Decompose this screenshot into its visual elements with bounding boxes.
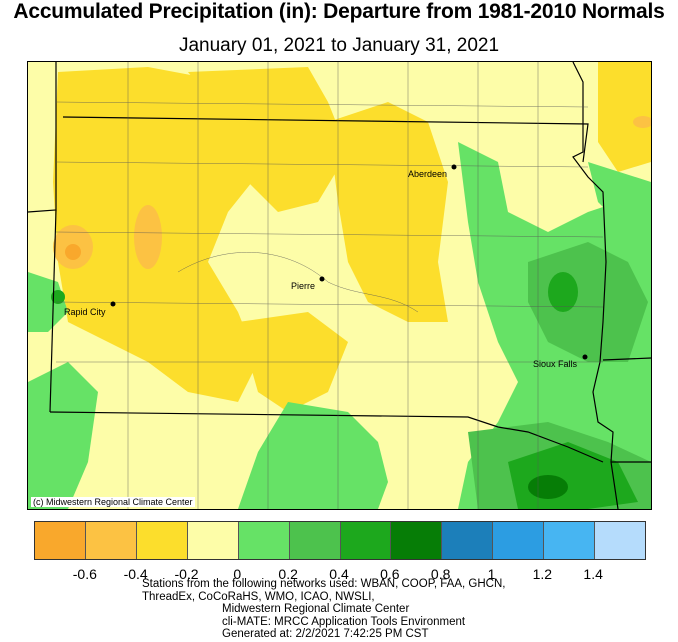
legend-tick-label: 0 bbox=[233, 566, 242, 582]
svg-text:Aberdeen: Aberdeen bbox=[408, 169, 447, 179]
legend-swatch bbox=[85, 522, 137, 559]
legend-swatch bbox=[289, 522, 341, 559]
legend-tick-label: 0.6 bbox=[380, 566, 400, 582]
svg-text:Pierre: Pierre bbox=[291, 281, 315, 291]
city-pierre: Pierre bbox=[291, 276, 325, 291]
legend-tick-label: -0.2 bbox=[174, 566, 199, 582]
copyright-credit: (c) Midwestern Regional Climate Center bbox=[31, 497, 195, 507]
footer-line: Generated at: 2/2/2021 7:42:25 PM CST bbox=[222, 628, 429, 640]
legend-swatch bbox=[391, 522, 443, 559]
legend-swatch bbox=[544, 522, 596, 559]
legend-tick-label: 0.8 bbox=[430, 566, 451, 582]
footer-notes: Stations from the following networks use… bbox=[142, 578, 505, 641]
svg-text:Sioux Falls: Sioux Falls bbox=[533, 359, 578, 369]
legend-tick-label: 1.4 bbox=[583, 566, 603, 582]
city-sioux-falls: Sioux Falls bbox=[533, 354, 588, 369]
legend-tick-label: -0.6 bbox=[72, 566, 97, 582]
wet-region-southwest bbox=[28, 362, 98, 509]
wet-region-south bbox=[238, 402, 388, 509]
footer-line: Stations from the following networks use… bbox=[142, 578, 506, 590]
legend-swatch bbox=[238, 522, 290, 559]
footer-line: Midwestern Regional Climate Center bbox=[222, 603, 410, 615]
wet-region-west bbox=[28, 272, 68, 332]
legend-swatch bbox=[136, 522, 188, 559]
svg-text:Rapid City: Rapid City bbox=[64, 307, 106, 317]
precipitation-map: Aberdeen Pierre Rapid City Sioux Falls (… bbox=[27, 61, 652, 510]
legend-tick-label: 0.4 bbox=[329, 566, 349, 582]
wet-region-northeast bbox=[588, 162, 651, 242]
legend-tick-label: 0.2 bbox=[278, 566, 298, 582]
footer-line: cli-MATE: MRCC Application Tools Environ… bbox=[222, 615, 466, 628]
city-rapid-city: Rapid City bbox=[64, 301, 116, 317]
wet-moderate-east bbox=[528, 242, 648, 362]
legend-swatch bbox=[493, 522, 545, 559]
legend-tick-label: -0.4 bbox=[123, 566, 148, 582]
legend-swatch bbox=[595, 522, 646, 559]
legend-swatch bbox=[35, 522, 86, 559]
legend-swatch bbox=[340, 522, 392, 559]
dry-region-central bbox=[328, 102, 448, 322]
map-subtitle: January 01, 2021 to January 31, 2021 bbox=[178, 35, 500, 56]
legend-tick-label: 1 bbox=[487, 566, 496, 582]
map-title: Accumulated Precipitation (in): Departur… bbox=[13, 0, 665, 23]
footer-line: ThreadEx, CoCoRaHS, WMO, ICAO, NWSLI, bbox=[142, 590, 375, 603]
color-legend bbox=[34, 521, 646, 560]
legend-tick-label: 1.2 bbox=[532, 566, 553, 582]
dry-region-northeast bbox=[598, 62, 651, 172]
legend-swatch bbox=[187, 522, 239, 559]
map-canvas: Aberdeen Pierre Rapid City Sioux Falls bbox=[28, 62, 651, 509]
dry-spot-west-2 bbox=[134, 205, 162, 269]
legend-swatch bbox=[442, 522, 494, 559]
city-aberdeen: Aberdeen bbox=[408, 164, 457, 179]
